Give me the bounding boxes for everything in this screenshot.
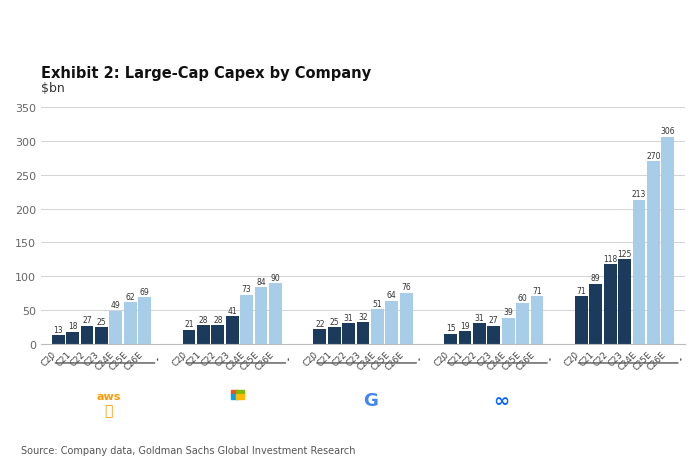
Text: 71: 71 [532,286,542,295]
Text: 125: 125 [617,249,632,258]
Text: 118: 118 [603,254,617,263]
Text: 28: 28 [199,315,208,324]
Text: 18: 18 [68,322,77,331]
Bar [371,310,384,344]
Text: 73: 73 [241,285,251,294]
Text: 19: 19 [460,321,470,330]
Text: 213: 213 [632,190,646,199]
Text: 71: 71 [577,286,586,295]
Text: Source: Company data, Goldman Sachs Global Investment Research: Source: Company data, Goldman Sachs Glob… [21,445,356,455]
Text: 21: 21 [184,320,194,329]
Text: G: G [363,392,377,409]
Text: aws: aws [97,392,121,402]
Text: 27: 27 [489,316,498,325]
Bar [342,323,355,344]
Bar [197,325,210,344]
Text: 76: 76 [401,283,411,291]
Bar [356,323,370,344]
Text: 84: 84 [256,277,266,286]
Text: 13: 13 [53,325,63,334]
Text: 25: 25 [97,317,106,326]
Bar [647,162,660,344]
Bar [328,327,341,344]
Text: 69: 69 [140,287,150,296]
Text: 41: 41 [228,306,237,315]
Bar [80,326,94,344]
Bar [618,260,631,344]
Text: 27: 27 [82,316,92,325]
Bar [183,330,195,344]
Bar [487,326,500,344]
Text: 51: 51 [372,299,382,308]
Bar [575,296,588,344]
Bar [502,318,514,344]
Bar [240,295,253,344]
Bar [255,287,267,344]
Bar [385,301,398,344]
Text: 15: 15 [446,324,456,333]
Bar [662,138,674,344]
Text: 89: 89 [591,274,601,283]
Bar [138,297,151,344]
Text: $bn: $bn [41,82,64,95]
Bar [269,284,282,344]
Bar [124,302,136,344]
Bar [633,200,645,344]
Text: 25: 25 [330,317,339,326]
Text: 90: 90 [270,273,280,282]
Text: 32: 32 [358,312,368,321]
Text: ⌣: ⌣ [104,403,113,417]
Text: 22: 22 [315,319,325,328]
Bar [66,332,79,344]
Text: 31: 31 [344,313,354,322]
Bar [603,264,617,344]
Bar [473,323,486,344]
Text: 306: 306 [661,127,675,136]
Bar [109,311,122,344]
Bar [589,284,602,344]
Text: 39: 39 [503,308,513,317]
Text: 49: 49 [111,301,120,310]
Text: Exhibit 2: Large-Cap Capex by Company: Exhibit 2: Large-Cap Capex by Company [41,66,371,80]
Text: 60: 60 [518,293,528,302]
Text: 64: 64 [387,291,397,300]
Text: 28: 28 [213,315,223,324]
Bar [458,331,472,344]
Text: ∞: ∞ [493,392,509,410]
Bar [225,317,239,344]
Bar [516,304,529,344]
Bar [400,293,413,344]
Text: 31: 31 [475,313,484,322]
Bar [211,325,224,344]
Bar [95,327,108,344]
Bar [314,330,326,344]
Bar [52,336,64,344]
Bar [444,334,457,344]
Text: 270: 270 [646,151,661,161]
Text: 62: 62 [125,292,135,301]
Bar [531,296,543,344]
